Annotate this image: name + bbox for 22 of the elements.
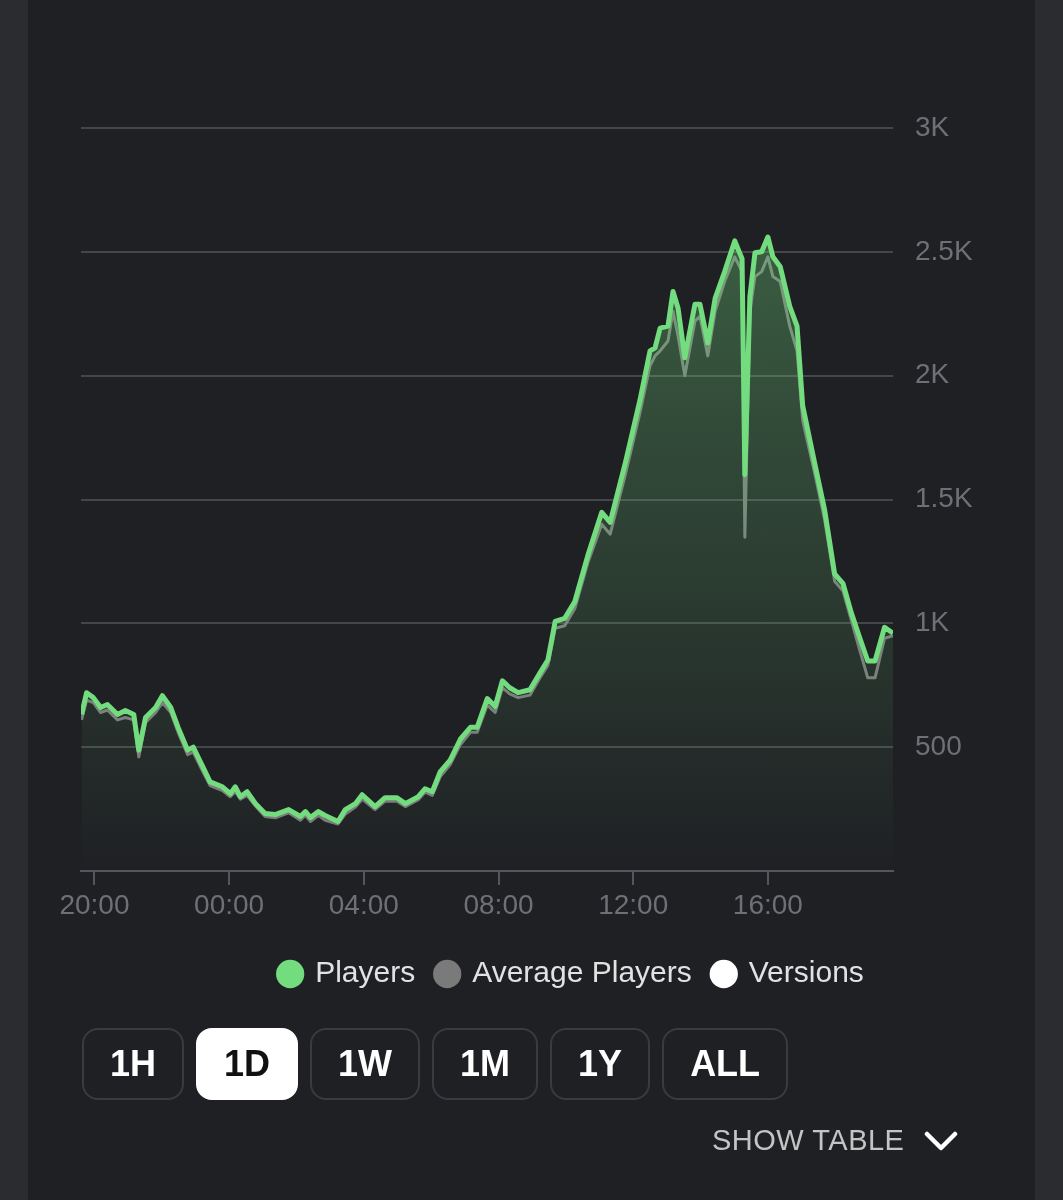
x-tick-label: 04:00 xyxy=(328,888,399,920)
text: 1D xyxy=(196,1028,299,1100)
text: 1W xyxy=(310,1028,421,1100)
legend-label: Versions xyxy=(748,955,864,989)
x-tick-label: 00:00 xyxy=(194,888,265,920)
y-tick-label: 3K xyxy=(915,110,950,142)
text: 1H xyxy=(82,1028,185,1100)
text: SHOW TABLE xyxy=(712,1124,905,1157)
legend-label: Players xyxy=(315,955,416,989)
x-tick-label: 08:00 xyxy=(463,888,534,920)
text: 1Y xyxy=(550,1028,651,1100)
legend-label: Average Players xyxy=(472,955,692,989)
text: ALL xyxy=(662,1028,789,1100)
x-tick-label: 12:00 xyxy=(598,888,669,920)
y-tick-label: 1.5K xyxy=(915,482,973,514)
y-tick-label: 2K xyxy=(915,358,950,390)
y-tick-label: 2.5K xyxy=(915,234,973,266)
y-tick-label: 1K xyxy=(915,606,950,638)
x-tick-label: 16:00 xyxy=(732,888,803,920)
x-tick-label: 20:00 xyxy=(59,888,130,920)
text: 1M xyxy=(432,1028,539,1100)
y-tick-label: 500 xyxy=(915,729,962,761)
